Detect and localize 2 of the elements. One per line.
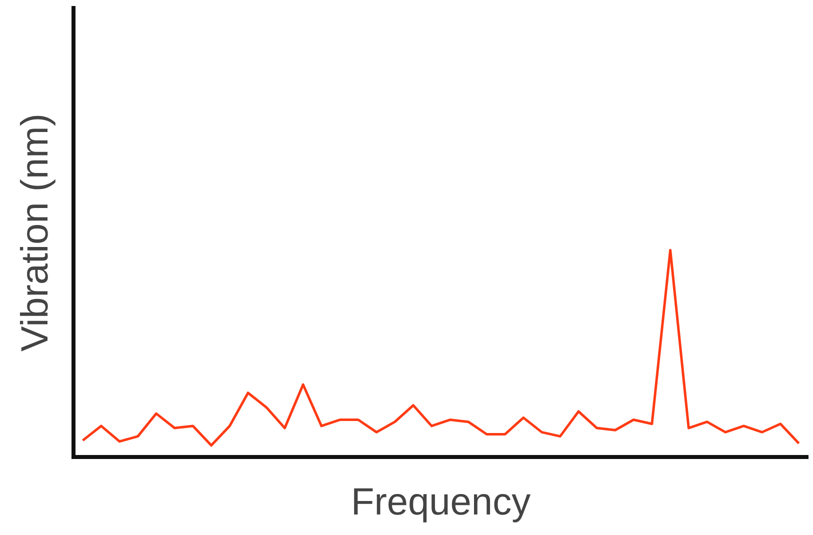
y-axis-title: Vibration (nm) (14, 114, 56, 352)
x-axis-title: Frequency (351, 482, 531, 524)
